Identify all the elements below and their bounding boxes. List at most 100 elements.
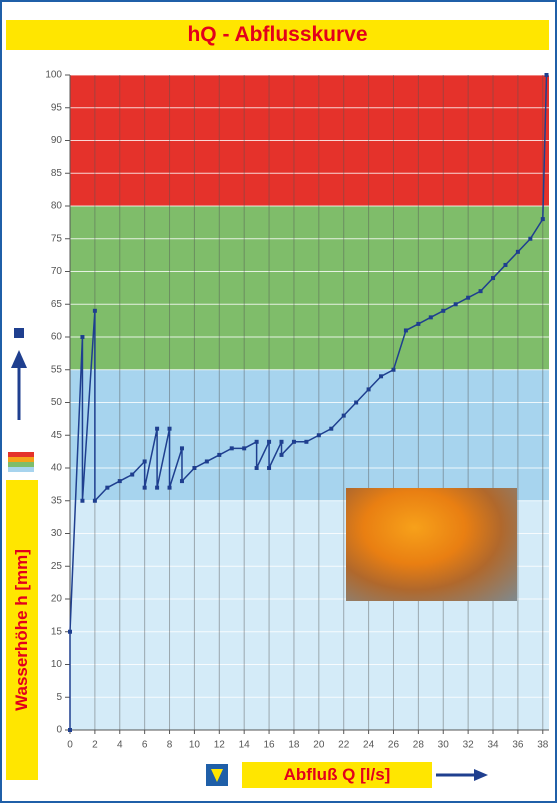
chart-title: hQ - Abflusskurve <box>6 20 549 50</box>
y-tick-label: 5 <box>56 692 62 703</box>
data-point <box>515 249 520 254</box>
x-tick-label: 16 <box>264 740 276 751</box>
data-point <box>354 400 359 405</box>
data-point <box>341 413 346 418</box>
y-tick-label: 10 <box>51 659 63 670</box>
data-point <box>130 472 135 477</box>
data-point <box>142 485 147 490</box>
x-tick-label: 24 <box>363 740 375 751</box>
y-tick-label: 70 <box>51 266 63 277</box>
data-point <box>92 308 97 313</box>
stripe <box>8 467 34 472</box>
data-point <box>229 446 234 451</box>
data-point <box>80 498 85 503</box>
data-line <box>69 74 548 730</box>
y-tick-label: 40 <box>51 463 63 474</box>
data-point <box>204 459 209 464</box>
data-point <box>416 321 421 326</box>
data-point <box>441 308 446 313</box>
data-point <box>329 426 334 431</box>
x-tick-label: 38 <box>537 740 549 751</box>
x-tick-label: 8 <box>167 740 173 751</box>
data-point <box>391 367 396 372</box>
data-point <box>155 485 160 490</box>
data-point <box>242 446 247 451</box>
data-point <box>304 439 309 444</box>
x-tick-label: 28 <box>413 740 425 751</box>
data-point <box>80 335 85 339</box>
y-tick-label: 60 <box>51 332 63 343</box>
data-point <box>254 466 259 470</box>
data-point <box>528 236 533 241</box>
data-point <box>192 466 197 470</box>
data-point <box>466 295 471 300</box>
data-point <box>503 262 508 267</box>
y-tick-label: 0 <box>56 725 62 736</box>
y-tick-label: 85 <box>51 168 63 179</box>
data-point <box>167 485 172 490</box>
y-tick-label: 20 <box>51 594 63 605</box>
data-point <box>68 728 72 732</box>
data-point <box>267 466 272 470</box>
y-tick-label: 30 <box>51 528 63 539</box>
x-tick-label: 36 <box>512 740 524 751</box>
x-tick-label: 10 <box>189 740 201 751</box>
y-tick-label: 75 <box>51 233 63 244</box>
data-point <box>155 426 160 431</box>
data-point <box>117 479 122 484</box>
stripe <box>8 457 34 462</box>
x-tick-label: 22 <box>338 740 350 751</box>
x-tick-label: 26 <box>388 740 400 751</box>
x-tick-label: 30 <box>438 740 450 751</box>
stripe <box>8 452 34 457</box>
x-tick-label: 18 <box>288 740 300 751</box>
data-point <box>105 485 110 490</box>
down-arrow <box>211 769 223 782</box>
arrow-head <box>474 769 488 781</box>
data-point <box>540 217 545 222</box>
y-tick-label: 45 <box>51 430 63 441</box>
data-point <box>254 439 259 444</box>
data-point <box>142 459 147 464</box>
x-tick-label: 34 <box>487 740 499 751</box>
band <box>70 206 549 370</box>
y-tick-label: 50 <box>51 397 63 408</box>
data-point <box>279 452 284 457</box>
x-tick-label: 4 <box>117 740 123 751</box>
photo <box>346 488 517 601</box>
data-point <box>478 289 483 294</box>
x-tick-label: 32 <box>463 740 475 751</box>
data-point <box>491 276 496 281</box>
y-label-box <box>6 480 38 780</box>
data-point <box>544 73 549 77</box>
x-tick-label: 6 <box>142 740 148 751</box>
data-point <box>379 374 384 379</box>
y-axis-label: Wasserhöhe h [mm] <box>12 549 31 711</box>
stripe <box>8 462 34 467</box>
data-point <box>167 426 172 431</box>
data-point <box>217 452 222 457</box>
data-point <box>291 439 296 444</box>
y-tick-label: 100 <box>45 70 62 81</box>
x-tick-label: 14 <box>239 740 251 751</box>
y-tick-label: 15 <box>51 626 63 637</box>
x-tick-label: 0 <box>67 740 73 751</box>
data-point <box>403 328 408 333</box>
data-point <box>366 387 371 392</box>
data-point <box>68 629 72 634</box>
y-tick-label: 65 <box>51 299 63 310</box>
y-tick-label: 90 <box>51 135 63 146</box>
legend-square <box>14 328 24 338</box>
x-axis-label: Abfluß Q [l/s] <box>242 762 432 788</box>
data-point <box>453 302 458 307</box>
data-point <box>428 315 433 320</box>
x-tick-label: 12 <box>214 740 226 751</box>
data-point <box>316 433 321 438</box>
data-point <box>92 498 97 503</box>
data-point <box>279 439 284 444</box>
x-tick-label: 2 <box>92 740 98 751</box>
y-tick-label: 25 <box>51 561 63 572</box>
y-tick-label: 55 <box>51 364 63 375</box>
